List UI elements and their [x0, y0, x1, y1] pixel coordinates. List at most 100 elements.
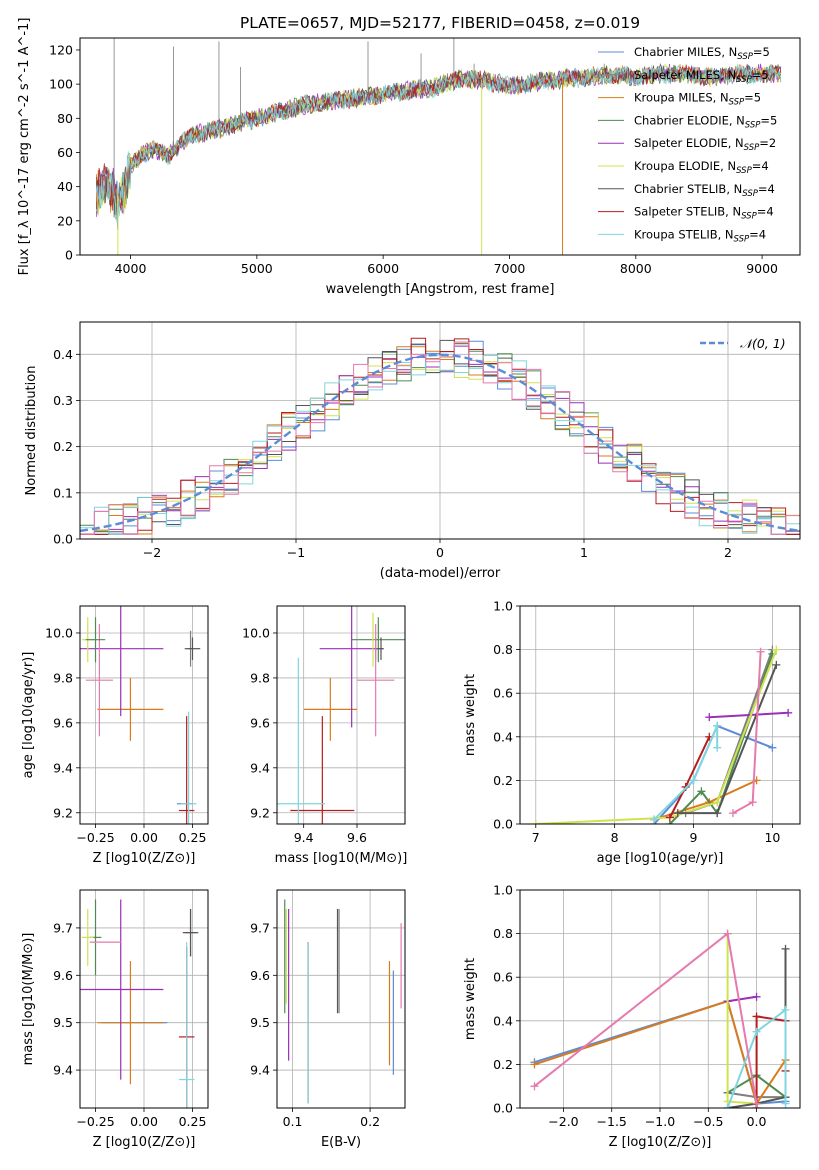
series-marker: [697, 787, 706, 796]
series-marker: [650, 815, 659, 824]
y-tick-label: 0.6: [493, 686, 513, 701]
y-tick-label: 0: [65, 248, 73, 263]
series-marker: [713, 743, 722, 752]
y-tick-label: 9.5: [250, 1015, 270, 1030]
series-marker: [752, 992, 761, 1001]
series-marker: [781, 944, 790, 953]
spectrum-line: [96, 62, 782, 218]
series-marker: [673, 809, 682, 818]
x-tick-label: 10: [764, 830, 780, 845]
series-marker: [756, 647, 765, 656]
y-tick-label: 9.4: [250, 760, 270, 775]
x-tick-label: 0.0: [747, 1114, 767, 1129]
series-marker: [665, 813, 674, 822]
plot-area: [96, 38, 782, 255]
y-tick-label: 0.0: [53, 532, 73, 547]
legend-entry: Chabrier STELIB, NSSP=4: [634, 182, 775, 199]
legend: 𝒩(0, 1): [700, 336, 786, 351]
age-vs-metallicity-plot: −0.25 0.00 0.25 9.2 9.4 9.6 9.8 10.0 Z [log10(Z/…: [21, 605, 209, 866]
y-tick-label: 80: [57, 111, 73, 126]
series-line: [709, 711, 789, 719]
x-tick-label: 7: [532, 830, 540, 845]
series-marker: [713, 721, 722, 730]
residual-histogram-plot: 𝒩(0, 1) −2 −1 0 1 2 0.0 0.1 0.2 0.3 0.4 (data-model…: [24, 321, 801, 581]
legend-entry: Salpeter MILES, NSSP=5: [634, 68, 769, 85]
axes-frame: [276, 605, 406, 825]
legend-entry: Chabrier ELODIE, NSSP=5: [634, 113, 777, 130]
y-axis-label: mass weight: [463, 958, 478, 1040]
plot-area: [531, 645, 793, 824]
y-tick-label: 9.8: [53, 670, 73, 685]
y-tick-label: 9.5: [53, 1015, 73, 1030]
y-tick-label: 1.0: [493, 599, 513, 614]
axes-frame: [79, 37, 801, 256]
series-marker: [781, 1005, 790, 1014]
series-marker: [728, 809, 737, 818]
y-tick-label: 40: [57, 179, 73, 194]
series-marker: [768, 743, 777, 752]
spectrum-plot: Chabrier MILES, NSSP=5 Salpeter MILES, NS…: [17, 18, 801, 297]
series-marker: [748, 798, 757, 807]
legend: Chabrier MILES, NSSP=5 Salpeter MILES, NS…: [598, 45, 777, 244]
legend-entry: Salpeter ELODIE, NSSP=2: [634, 136, 776, 153]
x-axis-label: Z [log10(Z/Z⊙)]: [93, 851, 196, 866]
y-tick-label: 0.4: [493, 1013, 513, 1028]
series-line: [653, 725, 719, 821]
y-tick-label: 1.0: [493, 883, 513, 898]
x-tick-label: 6000: [367, 261, 399, 276]
series-marker: [784, 708, 793, 717]
plot-area: [80, 606, 201, 824]
axes-frame: [276, 889, 406, 1109]
x-tick-label: 7000: [494, 261, 526, 276]
plot-area: [277, 606, 405, 824]
y-axis-label: age [log10(age/yr)]: [21, 652, 36, 779]
x-tick-label: 0.25: [179, 830, 207, 845]
y-tick-label: 0.8: [493, 926, 513, 941]
y-tick-label: 9.7: [250, 920, 270, 935]
y-tick-label: 9.8: [250, 670, 270, 685]
x-tick-label: 0: [436, 545, 444, 560]
x-axis-label: mass [log10(M/M⊙)]: [275, 851, 408, 866]
x-tick-label: 0.00: [130, 830, 158, 845]
x-tick-label: −2: [143, 545, 161, 560]
histogram-step: [80, 341, 800, 535]
x-tick-label: 9.4: [294, 830, 314, 845]
x-tick-label: 4000: [115, 261, 147, 276]
y-tick-label: 9.2: [53, 805, 73, 820]
y-tick-label: 10.0: [242, 625, 270, 640]
series-marker: [772, 660, 781, 669]
x-tick-label: 0.2: [360, 1114, 380, 1129]
y-axis-label: mass [log10(M/M⊙)]: [21, 933, 36, 1066]
series-marker: [723, 1104, 732, 1108]
x-tick-label: −0.5: [693, 1114, 723, 1129]
y-axis-label: mass weight: [463, 674, 478, 756]
histogram-step: [80, 355, 800, 535]
plot-area: [284, 899, 402, 1104]
mass-vs-metallicity-plot: −0.25 0.00 0.25 9.4 9.5 9.6 9.7 Z [log10(Z/Z⊙)]…: [21, 889, 209, 1150]
y-tick-label: 9.6: [53, 968, 73, 983]
series-line: [535, 649, 778, 824]
y-tick-label: 0.0: [493, 1101, 513, 1116]
y-axis-label: Normed distribution: [24, 366, 39, 496]
x-tick-label: 9000: [746, 261, 778, 276]
series-marker: [530, 1082, 539, 1091]
legend-entry: 𝒩(0, 1): [740, 336, 786, 351]
x-axis-label: age [log10(age/yr)]: [597, 851, 724, 866]
y-tick-label: 0.1: [53, 485, 73, 500]
y-tick-label: 10.0: [45, 625, 73, 640]
y-tick-label: 9.4: [250, 1063, 270, 1078]
mass-vs-reddening-plot: 0.1 0.2 9.4 9.5 9.6 9.7 E(B-V): [250, 889, 406, 1150]
series-line: [727, 995, 757, 1003]
y-tick-label: 120: [49, 42, 73, 57]
y-tick-label: 0.2: [493, 773, 513, 788]
x-axis-label: E(B-V): [321, 1135, 361, 1150]
y-tick-label: 60: [57, 145, 73, 160]
y-tick-label: 9.4: [53, 1063, 73, 1078]
plot-area: [80, 337, 800, 535]
x-tick-label: 1: [580, 545, 588, 560]
y-axis-label: Flux [f_λ 10^-17 erg cm^-2 s^-1 A^-1]: [17, 18, 32, 276]
y-tick-label: 9.7: [53, 920, 73, 935]
series-line: [534, 999, 787, 1106]
y-tick-label: 0.2: [53, 439, 73, 454]
x-axis-label: (data-model)/error: [380, 566, 501, 581]
